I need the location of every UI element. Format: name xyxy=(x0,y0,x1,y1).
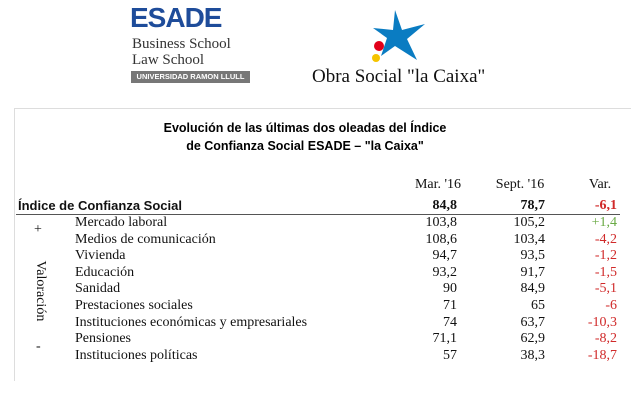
caixa-logo: Obra Social "la Caixa" xyxy=(312,66,486,87)
row-label: Educación xyxy=(75,264,135,280)
row-label: Pensiones xyxy=(75,331,131,347)
row-value: 94,7 xyxy=(432,248,458,264)
esade-logo: ESADE xyxy=(130,2,222,33)
row-label: Instituciones económicas y empresariales xyxy=(75,314,308,330)
row-value: 105,2 xyxy=(513,215,546,230)
row-value: 71 xyxy=(443,298,457,313)
row-value: -18,7 xyxy=(587,347,617,363)
row-value: 103,8 xyxy=(425,215,458,230)
index-value: 78,7 xyxy=(520,198,546,213)
table-title: de Confianza Social ESADE – "la Caixa" xyxy=(186,139,424,153)
column-header: Var. xyxy=(588,177,612,192)
row-value: -5,1 xyxy=(594,281,617,297)
row-value: 71,1 xyxy=(432,331,458,347)
row-value: 93,5 xyxy=(520,248,546,264)
caixa-star xyxy=(372,10,425,62)
row-value: +1,4 xyxy=(591,215,617,230)
row-value: -4,2 xyxy=(594,231,617,247)
row-value: 93,2 xyxy=(432,264,458,280)
table-frame xyxy=(14,108,631,381)
side-plus: + xyxy=(34,222,42,237)
row-value: 90 xyxy=(443,281,457,297)
row-label: Sanidad xyxy=(75,281,121,297)
row-value: 108,6 xyxy=(425,231,458,247)
row-value: -8,2 xyxy=(594,331,617,347)
side-minus: - xyxy=(36,339,41,354)
esade-line: Law School xyxy=(132,52,205,68)
row-value: 65 xyxy=(531,298,545,313)
column-header: Sept. '16 xyxy=(495,177,545,192)
row-value: 74 xyxy=(443,314,457,330)
row-value: -1,2 xyxy=(594,248,617,264)
row-value: -1,5 xyxy=(594,264,617,280)
column-header: Mar. '16 xyxy=(414,177,462,192)
index-value: 84,8 xyxy=(432,198,458,213)
esade-bar: UNIVERSIDAD RAMON LLULL xyxy=(131,71,250,83)
table-title: Evolución de las últimas dos oleadas del… xyxy=(163,121,447,135)
row-value: 91,7 xyxy=(520,264,546,280)
row-label: Instituciones políticas xyxy=(75,347,198,363)
rule xyxy=(16,214,620,215)
side-axis: Valoración xyxy=(33,260,48,322)
row-value: 38,3 xyxy=(520,347,546,363)
row-label: Mercado laboral xyxy=(75,215,168,230)
row-value: 103,4 xyxy=(513,231,546,247)
esade-line: Business School xyxy=(132,36,231,52)
row-value: 57 xyxy=(443,347,457,363)
row-value: 63,7 xyxy=(520,314,546,330)
row-label: Medios de comunicación xyxy=(75,231,216,247)
index-value: -6,1 xyxy=(594,198,617,213)
index-label: Índice de Confianza Social xyxy=(18,198,182,213)
row-label: Vivienda xyxy=(75,248,126,264)
row-value: -10,3 xyxy=(587,314,617,330)
row-value: 62,9 xyxy=(520,331,546,347)
row-label: Prestaciones sociales xyxy=(75,298,193,313)
row-value: 84,9 xyxy=(520,281,546,297)
row-value: -6 xyxy=(605,298,617,313)
